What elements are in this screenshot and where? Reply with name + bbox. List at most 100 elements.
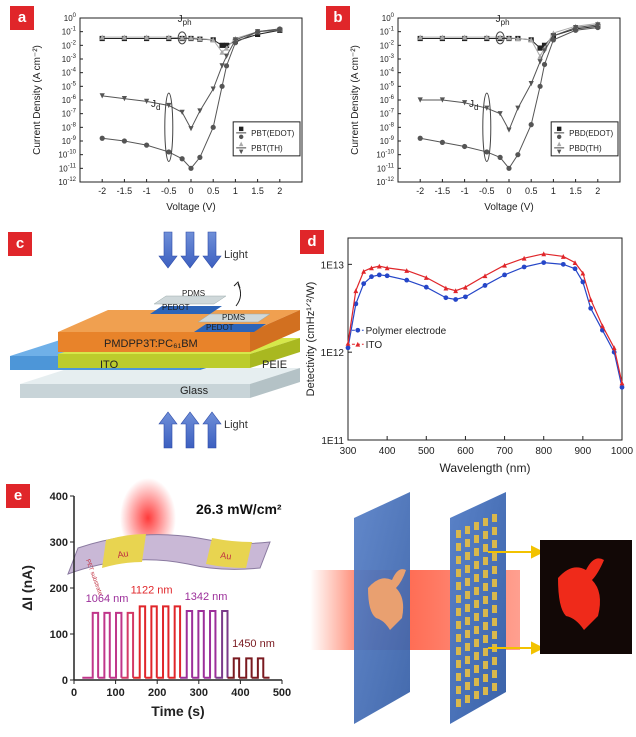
detector-pixel [492,657,497,665]
detector-pixel [456,556,461,564]
x-tick-label: 0.5 [525,186,538,196]
y-tick-label: 10-5 [62,81,77,91]
y-tick-label: 300 [50,537,68,549]
data-point [439,97,445,103]
detector-pixel [492,514,497,522]
data-point [188,35,194,41]
data-point [197,108,203,114]
y-tick-label: 1E11 [321,436,344,447]
data-point [255,29,261,35]
data-point [556,134,562,140]
series-Jd [99,27,283,132]
data-point [369,265,374,271]
data-point [238,126,244,132]
x-tick-label: -0.5 [161,186,177,196]
data-point [188,126,194,132]
detector-pixel [483,570,488,578]
x-tick-label: -1.5 [435,186,451,196]
x-tick-label: 1 [551,186,556,196]
data-point [404,277,410,283]
y-tick-label: 10-9 [380,136,395,146]
detector-pixel [492,566,497,574]
data-point [179,109,185,115]
data-point [497,154,503,160]
pdms-strip-2 [197,313,271,323]
series-line [347,253,623,384]
data-point [439,139,445,145]
data-point [515,105,521,111]
y-tick-label: 10-10 [376,150,394,160]
series-Jd [417,24,601,171]
pedot-label-1: PEDOT [162,303,190,312]
peie-label: PEIE [262,359,287,371]
y-tick-label: 100 [50,629,68,641]
detector-pixels [456,514,497,707]
detector-pixel [492,683,497,691]
light-label-top: Light [224,249,248,261]
x-axis-label: Time (s) [151,703,204,719]
device-schematic: Light PDMS PEDOT PDMS PEDOT PMDPP3T:PC₆₁… [10,231,300,449]
y-axis-label: Current Density (A cm⁻²) [32,45,43,155]
detector-pixel [483,557,488,565]
wavelength-label: 1450 nm [232,638,275,650]
data-point [144,98,150,104]
data-point [369,274,374,280]
y-tick-label: 10-12 [58,177,76,187]
x-tick-label: 900 [575,446,592,457]
data-point [404,268,410,273]
imaging-scene [310,492,632,724]
y-tick-label: 10-8 [62,122,77,132]
panel-a-label: a [10,6,34,30]
data-point [355,341,361,347]
y-tick-label: 1E13 [321,260,345,271]
y-axis-label: Detectivity (cmHz¹ᐟ²/W) [305,282,317,397]
detector-pixel [483,648,488,656]
y-axis-label: Current Density (A cm⁻²) [350,45,361,155]
y-tick-label: 400 [50,491,68,503]
data-point [588,297,594,302]
plot-frame [347,237,623,441]
data-point [219,83,225,89]
y-tick-label: 10-7 [62,109,77,119]
detector-pixel [456,530,461,538]
pulse [180,610,194,679]
x-tick-label: 0.5 [207,186,220,196]
detector-pixel [465,669,470,677]
legend-entry: PBT(EDOT) [251,129,294,138]
detector-pixel [465,604,470,612]
jph-ellipse [495,31,505,45]
data-point [376,272,382,278]
data-point [463,284,468,290]
data-point [238,149,244,155]
pdms-label-1: PDMS [182,289,205,298]
series-ITO [345,251,625,386]
x-tick-label: 100 [106,687,124,699]
data-point [588,305,594,311]
x-tick-label: 500 [418,446,435,457]
data-point [541,42,548,48]
x-tick-label: 0 [506,186,511,196]
data-point [560,261,566,267]
y-tick-label: 100 [382,13,395,23]
data-point [439,34,445,40]
data-point [502,262,507,268]
data-point [619,380,625,386]
data-point [197,35,203,42]
detector-pixel [456,647,461,655]
data-point [453,288,459,294]
chart-b: 10-1210-1110-1010-910-810-710-610-510-41… [350,13,621,213]
x-tick-label: -1.5 [117,186,133,196]
data-point [453,297,459,302]
data-point [573,24,579,31]
y-tick-label: 100 [64,13,77,23]
data-point [345,340,351,346]
data-point [255,31,261,37]
data-point [353,288,359,294]
au-label-2: Au [220,550,232,561]
detector-pixel [474,626,479,634]
pulse [203,610,217,679]
detector-pixel [474,548,479,556]
data-point [528,122,534,128]
detector-pixel [456,673,461,681]
data-point [556,141,562,147]
